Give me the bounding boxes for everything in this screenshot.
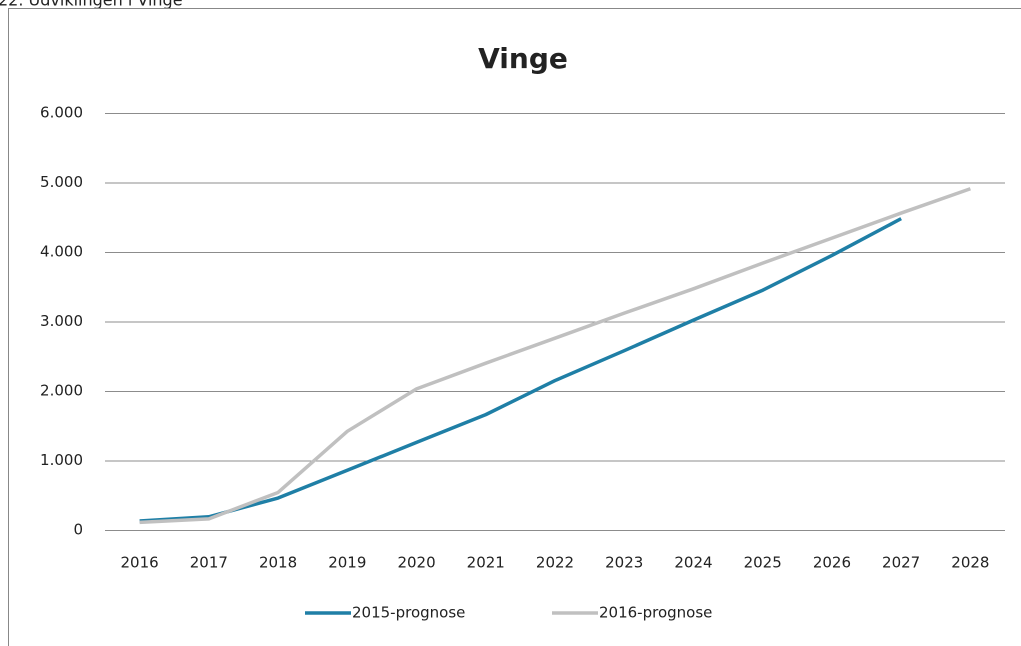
x-tick-label: 2027 xyxy=(882,554,920,572)
y-tick-label: 2.000 xyxy=(40,382,83,400)
y-tick-label: 5.000 xyxy=(40,173,83,191)
x-tick-label: 2024 xyxy=(674,554,712,572)
x-tick-label: 2020 xyxy=(397,554,435,572)
chart-title: Vinge xyxy=(478,42,568,75)
y-tick-label: 4.000 xyxy=(40,243,83,261)
x-tick-label: 2023 xyxy=(605,554,643,572)
chart-border xyxy=(8,8,1021,646)
x-tick-label: 2028 xyxy=(951,554,989,572)
y-tick-label: 0 xyxy=(73,521,83,539)
x-tick-label: 2019 xyxy=(328,554,366,572)
y-tick-label: 6.000 xyxy=(40,104,83,122)
x-tick-label: 2021 xyxy=(467,554,505,572)
y-tick-label: 1.000 xyxy=(40,451,83,469)
x-tick-label: 2016 xyxy=(121,554,159,572)
y-tick-label: 3.000 xyxy=(40,312,83,330)
x-tick-label: 2022 xyxy=(536,554,574,572)
legend-label: 2016-prognose xyxy=(599,604,712,622)
x-tick-label: 2017 xyxy=(190,554,228,572)
legend-label: 2015-prognose xyxy=(352,604,465,622)
x-tick-label: 2025 xyxy=(744,554,782,572)
x-tick-label: 2018 xyxy=(259,554,297,572)
x-tick-label: 2026 xyxy=(813,554,851,572)
heading: 22. Udviklingen i Vinge xyxy=(0,0,183,10)
series-line xyxy=(139,217,902,523)
series-line xyxy=(139,187,971,525)
